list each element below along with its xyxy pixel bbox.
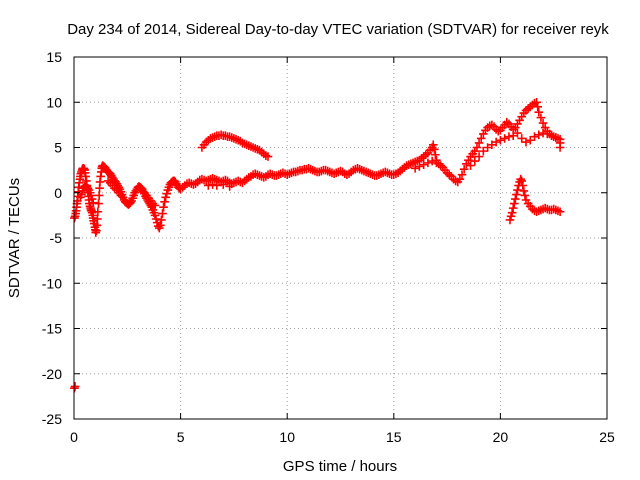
x-axis-label: GPS time / hours [283,458,397,475]
data-point [511,194,520,204]
data-point [504,132,514,141]
data-point [204,181,213,190]
y-tick-label: -25 [42,411,62,427]
axis-ticks [73,56,608,420]
plot-frame [73,56,608,420]
data-point [466,161,475,170]
data-point [88,198,98,208]
y-tick-labels: 15 10 5 0 -5 -10 -15 -20 -25 [42,49,62,427]
data-point [474,138,484,148]
grid-lines [74,57,607,419]
data-point [534,107,544,117]
data-point [87,194,97,204]
data-point [116,191,126,200]
y-axis-label: SDTVAR / TECUs [6,178,23,298]
data-point [225,182,234,191]
series-lower-band [76,128,565,210]
data-point [175,183,184,193]
data-point [457,170,467,179]
y-tick-label: -5 [50,230,63,246]
data-point [150,211,160,220]
data-point [555,207,565,217]
series-late-arc [505,174,565,225]
data-point [470,156,480,166]
data-point [518,181,528,190]
data-point [509,199,519,208]
data-point [94,199,103,208]
x-tick-label: 25 [599,429,615,445]
data-point [520,191,530,200]
chart-title: Day 234 of 2014, Sidereal Day-to-day VTE… [67,21,609,38]
data-point [525,135,535,145]
y-tick-label: 15 [46,49,62,65]
data-point [94,191,104,200]
data-point [507,208,517,217]
data-point [93,214,102,224]
data-point [432,158,441,168]
data-points [70,97,565,393]
data-point [551,133,561,142]
data-point [513,185,522,195]
x-tick-label: 5 [177,429,185,445]
data-point [161,192,170,202]
data-point [151,214,161,224]
x-tick-label: 0 [70,429,78,445]
data-point [159,202,168,212]
data-point [208,180,217,189]
data-point [455,174,465,184]
y-tick-label: -10 [42,275,62,291]
data-point [536,113,546,122]
y-tick-label: 10 [46,94,62,110]
data-point [218,180,228,189]
data-point [512,190,521,199]
series-main-track [70,97,565,237]
data-point [555,143,565,152]
data-point [263,152,273,161]
data-point [513,128,522,138]
data-point [538,128,548,138]
data-point [517,176,527,186]
data-point [474,152,484,161]
data-point [212,181,222,190]
data-point [86,191,96,200]
data-point [157,215,166,225]
data-point [150,201,160,210]
data-point [428,140,438,150]
data-point [476,134,486,143]
x-tick-label: 10 [279,429,295,445]
data-point [156,221,165,230]
y-tick-label: -20 [42,366,62,382]
data-point [162,189,172,198]
data-point [517,134,527,143]
x-tick-labels: 0 5 10 15 20 25 [70,429,615,445]
data-point [430,145,439,154]
data-point [538,118,548,128]
x-tick-label: 15 [386,429,402,445]
series-outlier [70,382,80,393]
y-tick-label: 0 [54,185,62,201]
y-tick-label: 5 [54,140,62,156]
data-point [533,102,543,112]
series-upper-arc [197,130,273,161]
data-point [431,150,440,160]
data-point [93,207,103,217]
data-point [519,186,529,196]
data-point [160,197,169,207]
y-tick-label: -15 [42,321,62,337]
data-point [508,203,518,213]
data-point [506,211,516,221]
data-point [479,146,488,156]
x-tick-label: 20 [493,429,509,445]
data-point [532,97,541,107]
data-point [472,143,482,152]
data-point [505,215,515,225]
data-point [158,209,167,218]
data-point [70,382,80,391]
data-point [459,164,469,174]
data-point [77,190,86,199]
